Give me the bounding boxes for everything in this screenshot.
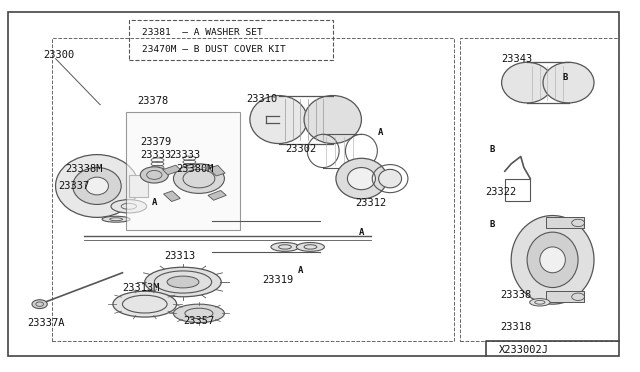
Text: A: A <box>378 128 383 137</box>
Ellipse shape <box>271 243 299 251</box>
Bar <box>129 175 148 197</box>
Ellipse shape <box>111 200 147 213</box>
Text: B: B <box>563 73 568 81</box>
Text: 23302: 23302 <box>285 144 316 154</box>
Text: B: B <box>490 220 495 229</box>
Text: 23300: 23300 <box>43 50 74 60</box>
Text: 23338: 23338 <box>500 290 532 300</box>
Text: 23378: 23378 <box>137 96 168 106</box>
Bar <box>52 38 454 341</box>
Ellipse shape <box>530 299 550 306</box>
Text: 23310: 23310 <box>246 94 278 104</box>
Bar <box>208 190 227 200</box>
Ellipse shape <box>173 304 225 323</box>
Ellipse shape <box>167 276 199 288</box>
Bar <box>164 191 180 202</box>
Bar <box>163 165 181 175</box>
Ellipse shape <box>86 177 108 195</box>
Ellipse shape <box>379 169 401 188</box>
Text: 23337: 23337 <box>59 181 90 191</box>
Text: 23312: 23312 <box>355 198 387 208</box>
Text: 23338M: 23338M <box>65 164 102 174</box>
Ellipse shape <box>336 158 387 199</box>
Text: 23319: 23319 <box>262 275 294 285</box>
Ellipse shape <box>56 155 138 217</box>
Text: B: B <box>490 145 495 154</box>
Bar <box>546 217 584 228</box>
Bar <box>209 166 225 176</box>
Text: 23322: 23322 <box>486 186 517 196</box>
Bar <box>546 291 584 302</box>
Ellipse shape <box>113 291 177 317</box>
Ellipse shape <box>502 62 552 103</box>
Text: 23357: 23357 <box>183 316 214 326</box>
Circle shape <box>173 164 225 193</box>
Text: A: A <box>298 266 303 275</box>
Circle shape <box>32 300 47 309</box>
Text: 23379: 23379 <box>140 137 172 147</box>
Text: 23333: 23333 <box>169 150 200 160</box>
Ellipse shape <box>511 215 594 304</box>
Ellipse shape <box>304 96 362 144</box>
Text: 23318: 23318 <box>500 322 532 332</box>
Ellipse shape <box>250 96 307 144</box>
Ellipse shape <box>296 243 324 251</box>
Text: 23470M — B DUST COVER KIT: 23470M — B DUST COVER KIT <box>141 45 285 54</box>
Circle shape <box>140 167 168 183</box>
Text: A: A <box>152 198 157 207</box>
Ellipse shape <box>540 247 565 273</box>
Ellipse shape <box>348 167 376 190</box>
Bar <box>125 112 241 230</box>
Ellipse shape <box>543 62 594 103</box>
Text: 23343: 23343 <box>502 54 533 64</box>
Bar <box>460 38 620 341</box>
Text: 23381  — A WASHER SET: 23381 — A WASHER SET <box>141 28 262 37</box>
Text: 23313M: 23313M <box>122 283 160 292</box>
Ellipse shape <box>73 167 121 205</box>
Text: X233002J: X233002J <box>499 345 549 355</box>
Ellipse shape <box>145 267 221 297</box>
Text: A: A <box>359 228 364 237</box>
Bar <box>129 20 333 61</box>
Text: 23333: 23333 <box>140 150 172 160</box>
Ellipse shape <box>102 216 130 222</box>
Text: 23337A: 23337A <box>27 318 65 328</box>
Ellipse shape <box>527 232 578 288</box>
Text: 23313: 23313 <box>164 251 195 261</box>
Text: 23380M: 23380M <box>177 164 214 174</box>
